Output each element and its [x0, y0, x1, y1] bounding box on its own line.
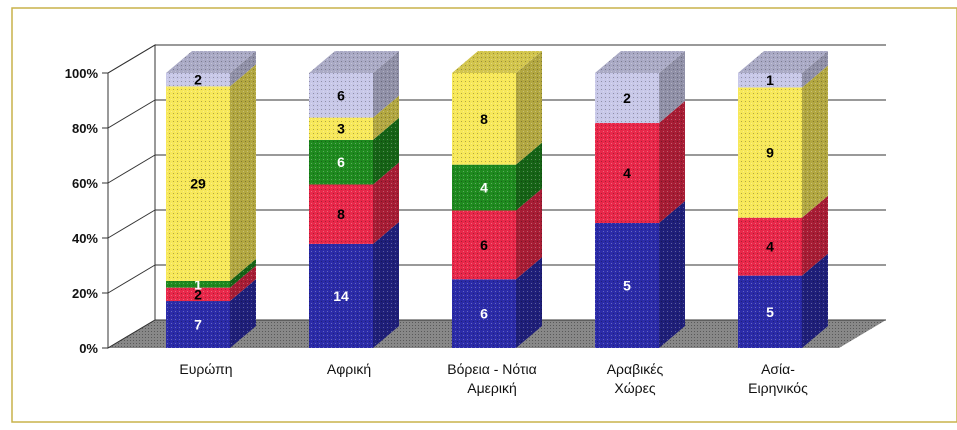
- bar-segment-side-texture: [373, 162, 399, 244]
- bar-stack: 5 4 9 1: [738, 51, 828, 348]
- data-label: 6: [337, 154, 345, 170]
- bar-segment-texture: [452, 164, 516, 211]
- x-tick-label: Αφρική: [327, 361, 371, 377]
- bar-segment-texture: [452, 279, 516, 348]
- bar-segment-texture: [166, 280, 230, 288]
- bar-segment-texture: [738, 87, 802, 218]
- gridline-diagonal: [107, 209, 156, 239]
- bar-segment-side-texture: [230, 64, 256, 281]
- bar-segment-side-texture: [373, 117, 399, 185]
- bar-segment-texture: [738, 275, 802, 348]
- bar-segment-texture: [452, 210, 516, 280]
- gridline-diagonal: [107, 99, 156, 129]
- data-label: 5: [623, 278, 631, 294]
- bar-segment-texture: [166, 301, 230, 348]
- x-tick-label: Ευρώπη: [179, 361, 232, 377]
- bar-segment-side-texture: [659, 51, 685, 123]
- data-label: 1: [194, 276, 202, 292]
- bar-segment-side-texture: [230, 258, 256, 288]
- bar-segment-texture: [309, 117, 373, 140]
- bar-segment-side-texture: [659, 101, 685, 223]
- data-label: 9: [766, 145, 774, 161]
- x-tick-label: Χώρες: [614, 380, 655, 396]
- y-tick-label: 60%: [72, 176, 98, 191]
- bar-segment-texture: [309, 243, 373, 348]
- data-label: 5: [766, 304, 774, 320]
- y-tick-label: 0%: [79, 341, 98, 356]
- bar-top-texture: [595, 51, 685, 73]
- data-label: 1: [766, 72, 774, 88]
- bar-segment-side-texture: [373, 221, 399, 348]
- bar-segment-side-texture: [373, 51, 399, 118]
- bar-segment-side-texture: [802, 65, 828, 218]
- y-tick-label: 100%: [65, 66, 99, 81]
- data-label: 4: [480, 180, 488, 196]
- data-label: 8: [337, 206, 345, 222]
- gridline-diagonal: [107, 319, 156, 349]
- bar-segment-side-texture: [516, 51, 542, 165]
- bar-top-texture: [166, 51, 256, 73]
- bar-segment-side-texture: [230, 265, 256, 302]
- bar-segment-texture: [595, 223, 659, 348]
- gridline-diagonal: [107, 44, 156, 74]
- bar-top-texture: [452, 51, 542, 73]
- gridline-diagonal: [107, 154, 156, 184]
- bar-segment-side-texture: [230, 279, 256, 348]
- gridline-diagonal: [107, 264, 156, 294]
- data-label: 14: [333, 288, 349, 304]
- data-label: 6: [480, 306, 488, 322]
- y-tick-label: 40%: [72, 231, 98, 246]
- x-tick-label: Βόρεια - Νότια: [447, 361, 536, 377]
- data-label: 4: [766, 239, 774, 255]
- bar-top-texture: [738, 51, 828, 73]
- x-tick-label: Αραβικές: [607, 361, 664, 377]
- bar-segment-texture: [166, 73, 230, 87]
- bar-segment-side-texture: [516, 257, 542, 348]
- bar-segment-side-texture: [802, 195, 828, 276]
- data-label: 2: [623, 90, 631, 106]
- y-axis: 0% 20% 40% 60% 80% 100%: [65, 66, 109, 356]
- bar-segment-texture: [309, 139, 373, 185]
- bar-segment-side-texture: [802, 51, 828, 88]
- bar-stack: 14 8 6 3 6: [309, 51, 399, 348]
- bar-stack: 6 6 4 8: [452, 51, 542, 348]
- bar-segment-side-texture: [659, 201, 685, 348]
- y-tick-label: 20%: [72, 286, 98, 301]
- x-tick-label: Αμερική: [467, 380, 517, 396]
- bar-segment-side-texture: [802, 253, 828, 348]
- data-label: 29: [190, 176, 206, 192]
- data-label: 2: [194, 286, 202, 302]
- bar-segment-texture: [452, 73, 516, 165]
- bar-segment-texture: [166, 287, 230, 302]
- bar-top-texture: [309, 51, 399, 73]
- bar-segment-side-texture: [516, 142, 542, 211]
- bar-segment-side-texture: [516, 188, 542, 280]
- data-label: 3: [337, 121, 345, 137]
- data-label: 7: [194, 317, 202, 333]
- bar-segment-texture: [738, 217, 802, 276]
- data-label: 4: [623, 165, 631, 181]
- bar-segment-texture: [738, 73, 802, 88]
- y-tick-label: 80%: [72, 121, 98, 136]
- data-label: 8: [480, 111, 488, 127]
- data-label: 6: [337, 87, 345, 103]
- bar-stack: 5 4 2: [595, 51, 685, 348]
- x-axis: Ευρώπη Αφρική Βόρεια - Νότια Αμερική Αραβικέ…: [179, 361, 808, 396]
- data-label: 2: [194, 72, 202, 88]
- bar-segment-texture: [595, 73, 659, 123]
- bar-segment-side-texture: [230, 51, 256, 87]
- bar-segment-texture: [166, 86, 230, 281]
- x-tick-label: Ασία-: [761, 361, 795, 377]
- left-wall: [107, 44, 156, 349]
- data-label: 6: [480, 237, 488, 253]
- bar-segment-texture: [595, 123, 659, 223]
- bar-segment-texture: [309, 73, 373, 118]
- bar-segment-texture: [309, 184, 373, 244]
- x-tick-label: Ειρηνικός: [748, 380, 808, 396]
- bar-segment-side-texture: [373, 95, 399, 140]
